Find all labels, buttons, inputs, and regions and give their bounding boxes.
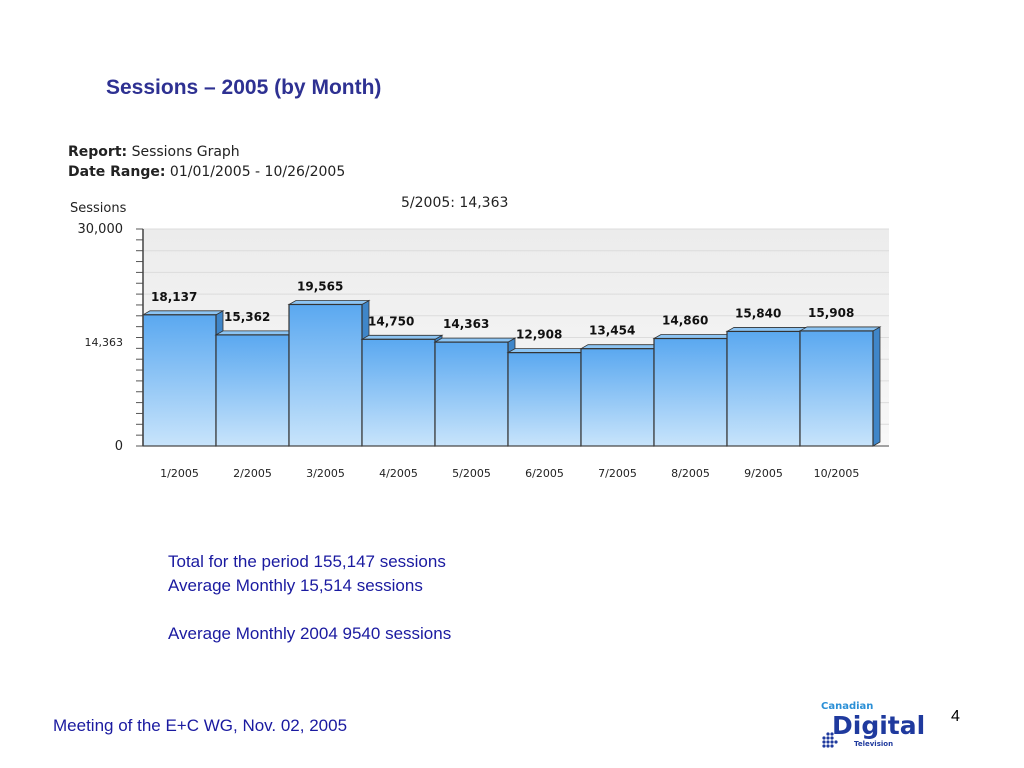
bar (653, 337, 728, 447)
x-tick-label: 4/2005 (379, 467, 418, 480)
bar-side (872, 326, 881, 447)
bar-value-label: 14,860 (662, 314, 708, 328)
y-ticks: 0 14,363 30,000 (78, 222, 143, 454)
logo-sub-text: Television (854, 740, 893, 748)
x-tick-labels: 1/2005 2/2005 3/2005 4/2005 5/2005 6/2005 7/20… (160, 467, 859, 480)
bar (799, 330, 874, 447)
bar-top (141, 310, 225, 316)
x-tick-label: 2/2005 (233, 467, 272, 480)
stats-spacer (168, 598, 451, 622)
bars (141, 299, 882, 447)
average-2004-line: Average Monthly 2004 9540 sessions (168, 624, 452, 643)
bar (507, 352, 582, 447)
x-tick-label: 7/2005 (598, 467, 637, 480)
x-tick-label: 6/2005 (525, 467, 564, 480)
y-tick-label: 0 (115, 439, 123, 454)
bar-top (798, 326, 882, 332)
logo-top-text: Canadian (821, 701, 873, 712)
x-tick-label: 5/2005 (452, 467, 491, 480)
bar-top (652, 334, 736, 339)
y-tick-label: 14,363 (85, 336, 124, 349)
date-range-label: Date Range: (68, 164, 166, 180)
report-line: Report: Sessions Graph (68, 142, 345, 162)
bar (142, 314, 217, 447)
bar-value-label: 15,840 (735, 306, 781, 320)
slide-title: Sessions – 2005 (by Month) (106, 76, 382, 99)
bar-value-label: 13,454 (589, 324, 635, 338)
average-monthly-line: Average Monthly 15,514 sessions (168, 576, 423, 595)
bar (434, 341, 509, 447)
bar-top (287, 300, 371, 305)
bar-value-label: 15,362 (224, 310, 270, 324)
bar-value-label: 19,565 (297, 279, 343, 293)
bar-top (214, 330, 298, 336)
bar-value-label: 14,363 (443, 317, 489, 331)
report-header: Report: Sessions Graph Date Range: 01/01… (68, 142, 345, 182)
y-axis-title: Sessions (70, 201, 127, 216)
bar (361, 338, 436, 447)
bar-value-label: 18,137 (151, 290, 197, 304)
logo-main-text: Digital (832, 711, 925, 740)
canadian-digital-television-logo: Canadian Digital Television (821, 701, 925, 748)
x-tick-label: 9/2005 (744, 467, 783, 480)
x-tick-label: 8/2005 (671, 467, 710, 480)
x-tick-label: 3/2005 (306, 467, 345, 480)
hover-readout: 5/2005: 14,363 (401, 195, 509, 211)
report-value: Sessions Graph (131, 144, 240, 160)
page-number: 4 (951, 708, 960, 725)
bar-value-label: 12,908 (516, 328, 562, 342)
bar (726, 330, 801, 447)
x-tick-label: 1/2005 (160, 467, 199, 480)
bar-top (506, 348, 590, 354)
date-range-value: 01/01/2005 - 10/26/2005 (169, 164, 346, 180)
y-tick-label: 30,000 (78, 222, 124, 237)
bar-value-label: 15,908 (808, 306, 854, 320)
bar (288, 303, 363, 447)
bar (580, 348, 655, 447)
footer-text: Meeting of the E+C WG, Nov. 02, 2005 (53, 716, 348, 735)
date-range-line: Date Range: 01/01/2005 - 10/26/2005 (68, 162, 345, 182)
report-label: Report: (68, 144, 128, 160)
bar (215, 334, 290, 447)
bar-top (433, 337, 517, 343)
bar-top (579, 344, 663, 350)
x-tick-label: 10/2005 (814, 467, 860, 480)
bar-value-label: 14,750 (368, 314, 414, 328)
bar-top (725, 327, 809, 332)
total-sessions-line: Total for the period 155,147 sessions (168, 552, 446, 571)
data-labels: 18,137 15,362 19,565 14,750 14,363 12,908 13,4… (151, 279, 854, 341)
session-stats: Total for the period 155,147 sessions Av… (168, 550, 451, 646)
logo-dots (822, 732, 838, 748)
